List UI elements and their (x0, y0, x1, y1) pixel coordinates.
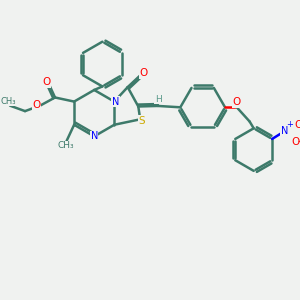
Text: N: N (91, 131, 98, 141)
Text: N: N (112, 97, 119, 106)
Text: O: O (139, 68, 147, 79)
Text: O: O (33, 100, 41, 110)
Text: H: H (155, 94, 162, 103)
Text: O: O (291, 137, 299, 147)
Text: S: S (138, 116, 145, 126)
Text: CH₃: CH₃ (58, 141, 74, 150)
Text: O: O (42, 77, 50, 87)
Text: O: O (233, 98, 241, 107)
Text: +: + (286, 120, 293, 129)
Text: O: O (294, 120, 300, 130)
Text: -: - (298, 136, 300, 146)
Text: CH₃: CH₃ (1, 97, 16, 106)
Text: N: N (281, 126, 288, 136)
